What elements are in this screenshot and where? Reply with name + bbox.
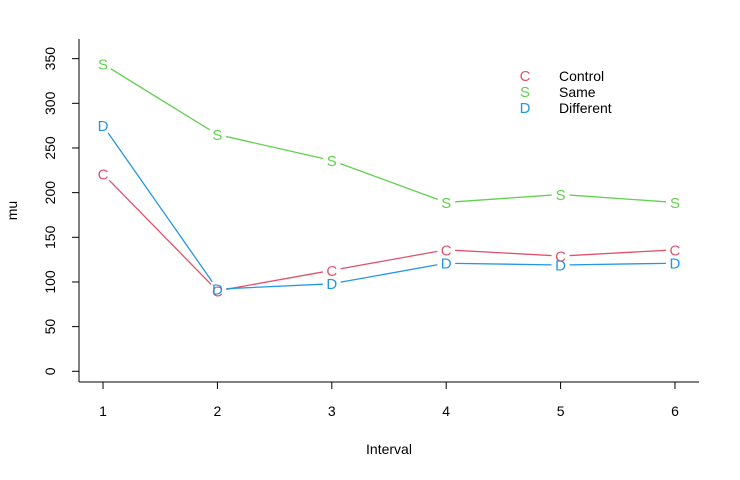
data-point: C — [670, 242, 681, 259]
data-point: S — [327, 153, 337, 170]
data-point: D — [555, 257, 566, 274]
y-axis-title: mu — [4, 201, 20, 220]
data-point: D — [326, 276, 337, 293]
data-point: C — [441, 242, 452, 259]
data-point: S — [556, 187, 566, 204]
series-line-segment — [455, 262, 552, 266]
series-line-segment — [455, 194, 552, 203]
y-tick-label: 0 — [42, 367, 58, 375]
data-point: D — [212, 282, 223, 299]
legend-symbol: S — [520, 84, 530, 101]
x-tick-label: 3 — [328, 403, 336, 419]
series-different: D D D D D D — [98, 118, 681, 298]
x-tick-label: 1 — [99, 403, 107, 419]
series-line-segment — [108, 179, 212, 285]
series-control: C C C C C C — [98, 166, 681, 300]
x-tick-label: 2 — [214, 403, 222, 419]
data-point: C — [98, 166, 109, 183]
x-tick-label: 4 — [442, 403, 450, 419]
series-line-segment — [226, 271, 324, 290]
legend-label: Control — [559, 68, 604, 84]
data-point: S — [441, 195, 451, 212]
series-line-segment — [569, 249, 667, 257]
legend-label: Same — [559, 84, 596, 100]
series-line-segment — [226, 135, 324, 160]
series-line-segment — [569, 262, 666, 266]
series-line-segment — [107, 132, 213, 283]
legend: C Control S Same D Different — [520, 68, 612, 117]
data-point: C — [326, 263, 337, 280]
x-tick-label: 5 — [557, 403, 565, 419]
legend-symbol: D — [520, 100, 531, 117]
y-tick-label: 200 — [42, 181, 58, 205]
y-tick-label: 300 — [42, 91, 58, 115]
series-line-segment — [340, 264, 438, 283]
series-line-segment — [110, 68, 211, 131]
data-point: S — [212, 127, 222, 144]
data-point: D — [98, 118, 109, 135]
data-point: S — [98, 57, 108, 74]
series-same: S S S S S S — [98, 57, 680, 212]
data-point: D — [441, 256, 452, 273]
series-line-segment — [226, 283, 323, 290]
series-line-segment — [340, 162, 438, 200]
y-tick-label: 50 — [42, 319, 58, 335]
legend-symbol: C — [520, 68, 531, 85]
series-line-segment — [455, 249, 552, 257]
data-point: S — [670, 195, 680, 212]
data-point: C — [555, 249, 566, 266]
y-tick-label: 350 — [42, 47, 58, 71]
x-axis-title: Interval — [366, 441, 412, 457]
y-tick-label: 150 — [42, 225, 58, 249]
legend-label: Different — [559, 100, 612, 116]
x-tick-label: 6 — [671, 403, 679, 419]
y-tick-label: 250 — [42, 136, 58, 160]
series-line-segment — [340, 250, 438, 270]
series-line-segment — [569, 194, 667, 203]
data-point: C — [212, 283, 223, 300]
y-tick-label: 100 — [42, 270, 58, 294]
data-point: D — [670, 256, 681, 273]
axes: 1 2 3 4 5 6 0 50 100 150 200 250 300 350 — [42, 39, 699, 419]
